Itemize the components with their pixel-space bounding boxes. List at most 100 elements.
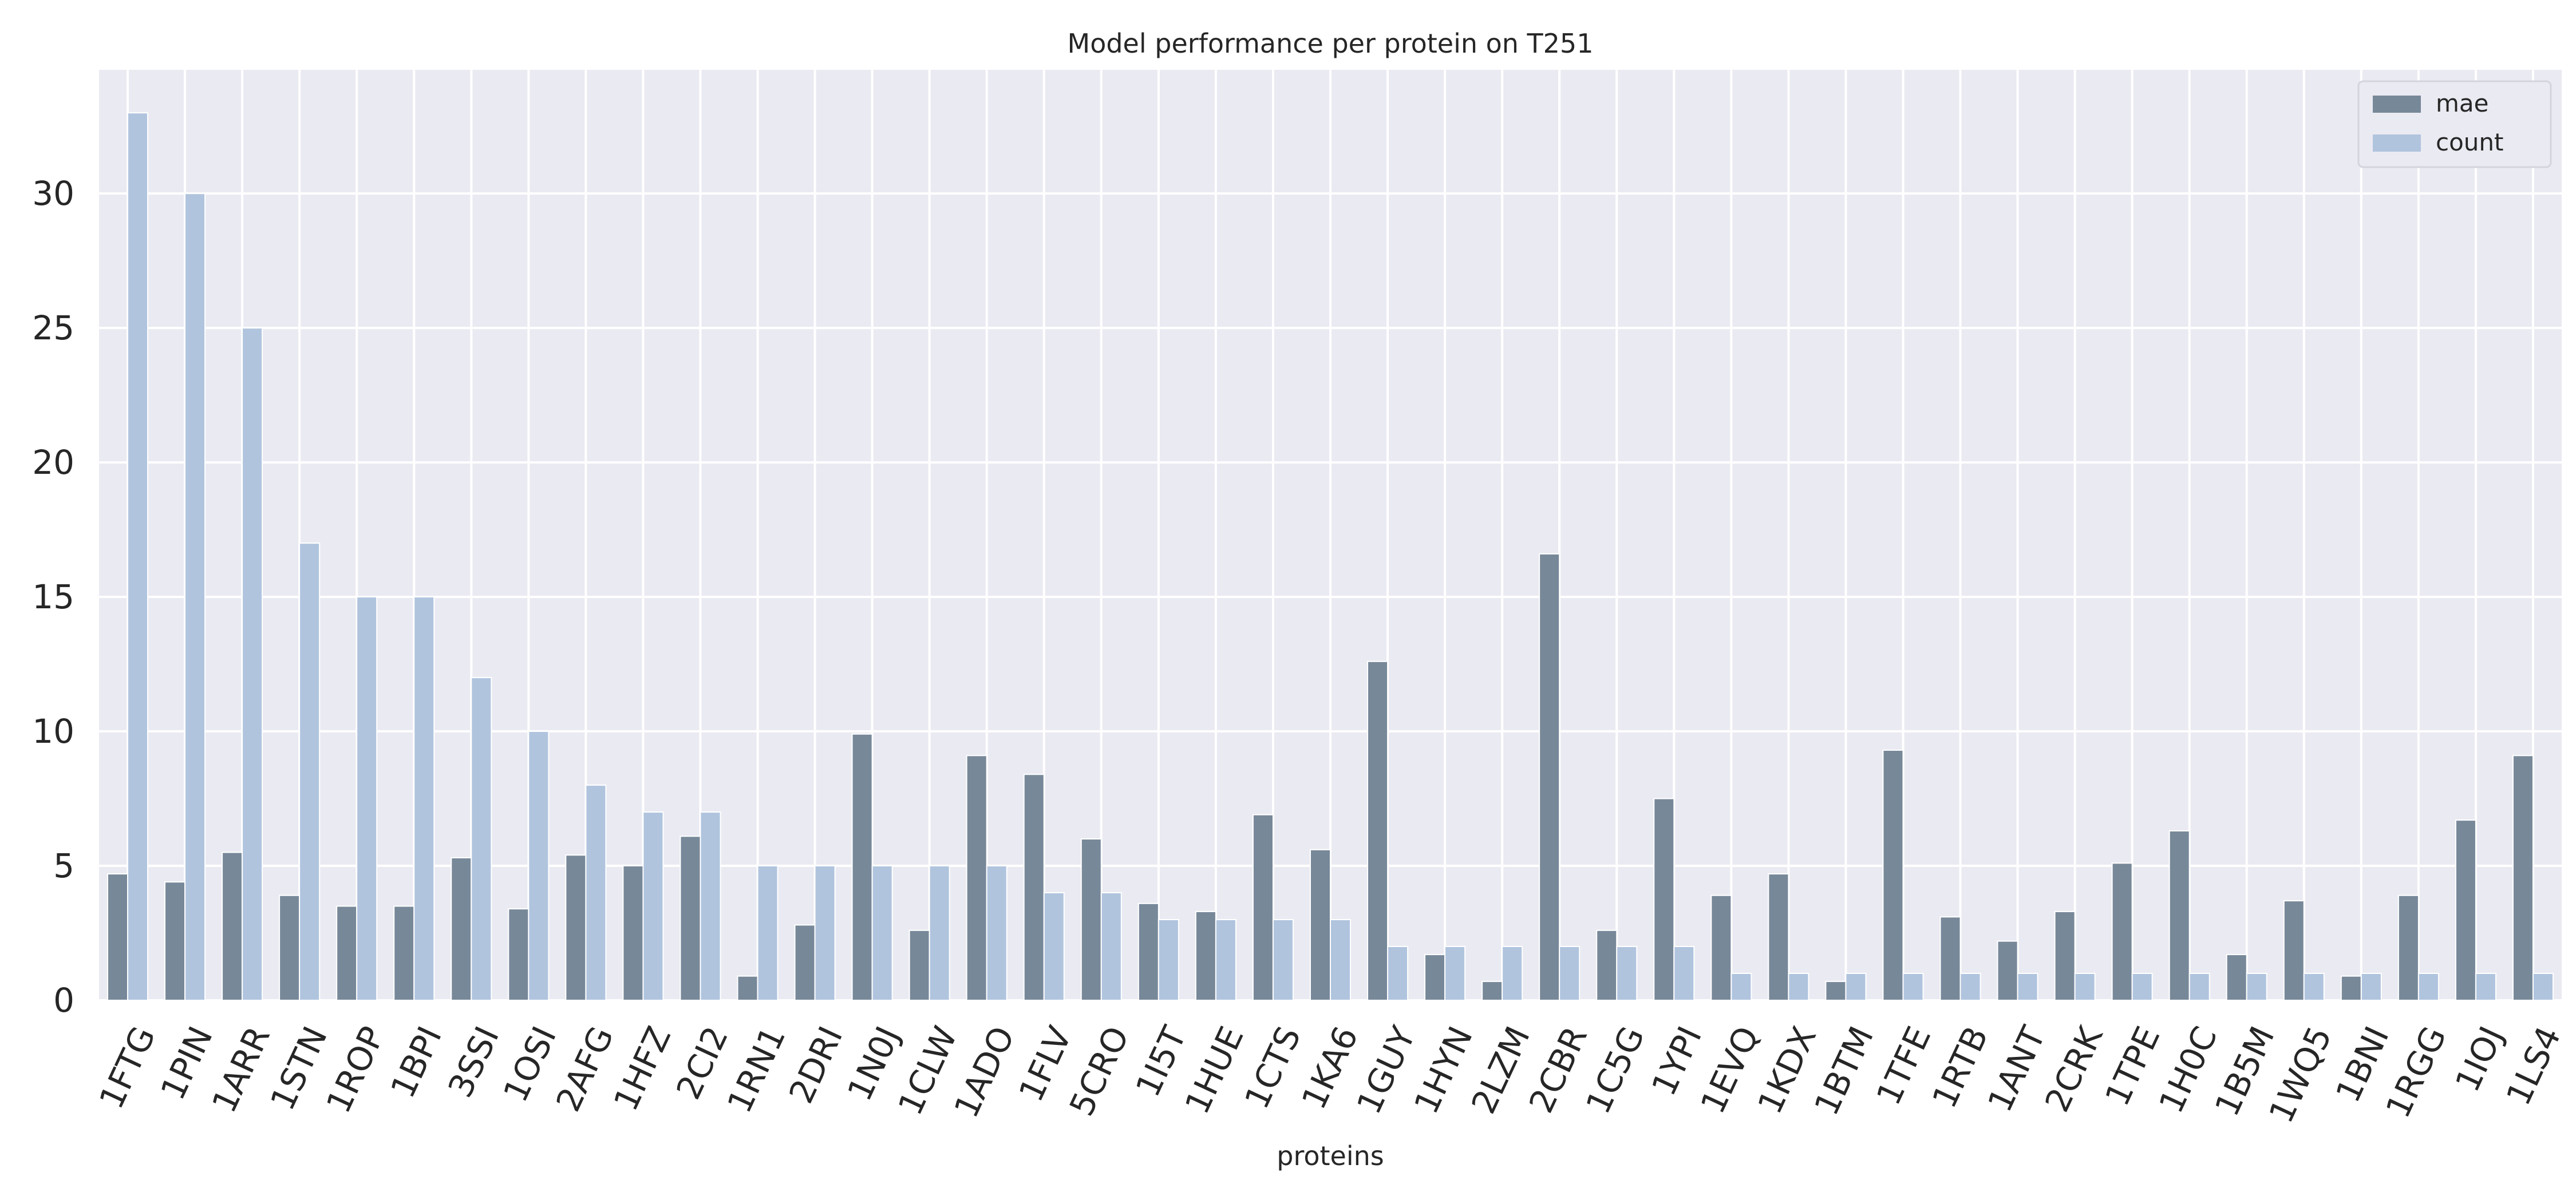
bar-count-2CBR [1559,946,1581,1001]
y-tick-label: 5 [53,846,74,885]
bar-mae-1HFZ [622,865,644,1001]
bar-mae-1ADO [966,755,987,1001]
x-tick-label: 1IOJ [2448,1020,2511,1098]
bar-mae-1BPI [393,905,415,1001]
bar-mae-1OSI [508,908,530,1001]
bar-mae-1YPI [1653,798,1675,1001]
bar-count-1BNI [2360,973,2382,1001]
bar-count-1LS4 [2532,973,2554,1001]
bar-count-1ADO [986,865,1008,1001]
bar-mae-2LZM [1481,981,1503,1001]
bar-count-1OSI [528,731,550,1001]
bar-count-1N0J [871,865,893,1001]
chart-title: Model performance per protein on T251 [1068,28,1594,59]
bar-count-1BTM [1845,973,1867,1001]
bar-mae-1ROP [336,905,358,1001]
bar-mae-1FTG [107,873,129,1001]
bar-count-1C5G [1616,946,1638,1001]
x-tick-label: 1HFZ [606,1020,679,1116]
y-tick-label: 30 [32,174,74,213]
bar-count-1PIN [184,193,206,1001]
bar-count-1TPE [2131,973,2153,1001]
bar-count-1HYN [1444,946,1466,1001]
bar-mae-1ARR [222,851,243,1001]
bars [107,112,2554,1001]
bar-mae-3SSI [451,857,472,1001]
bar-mae-1TPE [2111,862,2133,1001]
bar-count-1STN [299,542,321,1001]
bar-count-2CRK [2074,973,2096,1001]
bar-count-5CRO [1100,892,1122,1001]
legend: mae count [2357,80,2552,168]
bar-count-1FLV [1043,892,1065,1001]
bar-mae-1BNI [2340,975,2362,1001]
x-tick-label: 2CRK [2037,1020,2111,1118]
y-tick-label: 10 [32,712,74,751]
bar-mae-1FLV [1023,774,1045,1001]
bar-mae-2CRK [2054,910,2076,1001]
bar-mae-1I5T [1137,902,1159,1001]
bar-mae-2AFG [565,854,587,1001]
y-tick-label: 15 [32,577,74,616]
bar-count-1HFZ [642,811,664,1001]
bar-mae-1TFE [1882,749,1904,1001]
x-tick-label: 1BPI [383,1020,449,1103]
bar-count-1ARR [242,327,263,1001]
bar-mae-1RGG [2397,894,2419,1001]
bar-count-1BPI [413,596,435,1001]
bar-count-1HUE [1215,919,1236,1001]
bar-count-1EVQ [1730,973,1752,1001]
bar-mae-2CI2 [679,835,701,1001]
bar-count-1RTB [1959,973,1981,1001]
bar-mae-2DRI [794,924,816,1001]
bar-mae-1LS4 [2512,755,2534,1001]
x-axis-label: proteins [1277,1140,1384,1171]
bar-count-1ROP [356,596,378,1001]
bar-mae-1ANT [1997,940,2018,1001]
legend-swatch-count [2373,134,2421,152]
bar-mae-1H0C [2168,830,2190,1001]
bar-count-1RN1 [757,865,779,1001]
bar-mae-1IOJ [2455,819,2476,1001]
bar-count-3SSI [471,677,492,1001]
bar-mae-1CLW [908,929,930,1001]
bar-mae-1KA6 [1309,849,1331,1001]
bar-mae-1KDX [1768,873,1789,1001]
bar-mae-1CTS [1252,814,1274,1001]
bar-count-1IOJ [2475,973,2496,1001]
bar-count-1WQ5 [2303,973,2325,1001]
y-tick-labels: 0 5 10 15 20 25 30 [32,174,74,1020]
x-tick-label: 1FTG [92,1020,163,1114]
bar-mae-1PIN [164,881,186,1001]
bar-count-2AFG [585,785,607,1001]
bar-mae-1WQ5 [2283,900,2305,1001]
bar-mae-2CBR [1539,553,1560,1001]
bar-mae-1EVQ [1710,894,1732,1001]
x-tick-label: 2DRI [781,1020,850,1109]
y-tick-label: 25 [32,308,74,347]
x-tick-labels: 1FTG1PIN1ARR1STN1ROP1BPI3SSI1OSI2AFG1HFZ… [92,1020,2569,1129]
legend-swatch-mae [2373,96,2421,113]
bar-count-1B5M [2246,973,2267,1001]
bar-mae-1STN [279,894,301,1001]
bar-mae-1B5M [2226,954,2247,1001]
x-tick-label: 1LS4 [2499,1020,2569,1111]
bar-count-1KDX [1788,973,1809,1001]
legend-label-mae: mae [2436,89,2489,117]
bar-count-1GUY [1387,946,1409,1001]
bar-count-1YPI [1673,946,1695,1001]
bar-count-1RGG [2417,973,2439,1001]
bar-count-1ANT [2017,973,2038,1001]
bar-mae-1RN1 [737,975,758,1001]
bar-mae-1C5G [1596,929,1618,1001]
bar-mae-1GUY [1367,660,1389,1001]
bar-count-2LZM [1502,946,1523,1001]
bar-mae-1HUE [1195,910,1216,1001]
bar-count-1CLW [929,865,950,1001]
bar-count-1TFE [1902,973,1924,1001]
y-tick-label: 0 [53,981,74,1020]
bar-count-1I5T [1157,919,1179,1001]
bar-count-2DRI [814,865,836,1001]
bar-count-1CTS [1272,919,1294,1001]
